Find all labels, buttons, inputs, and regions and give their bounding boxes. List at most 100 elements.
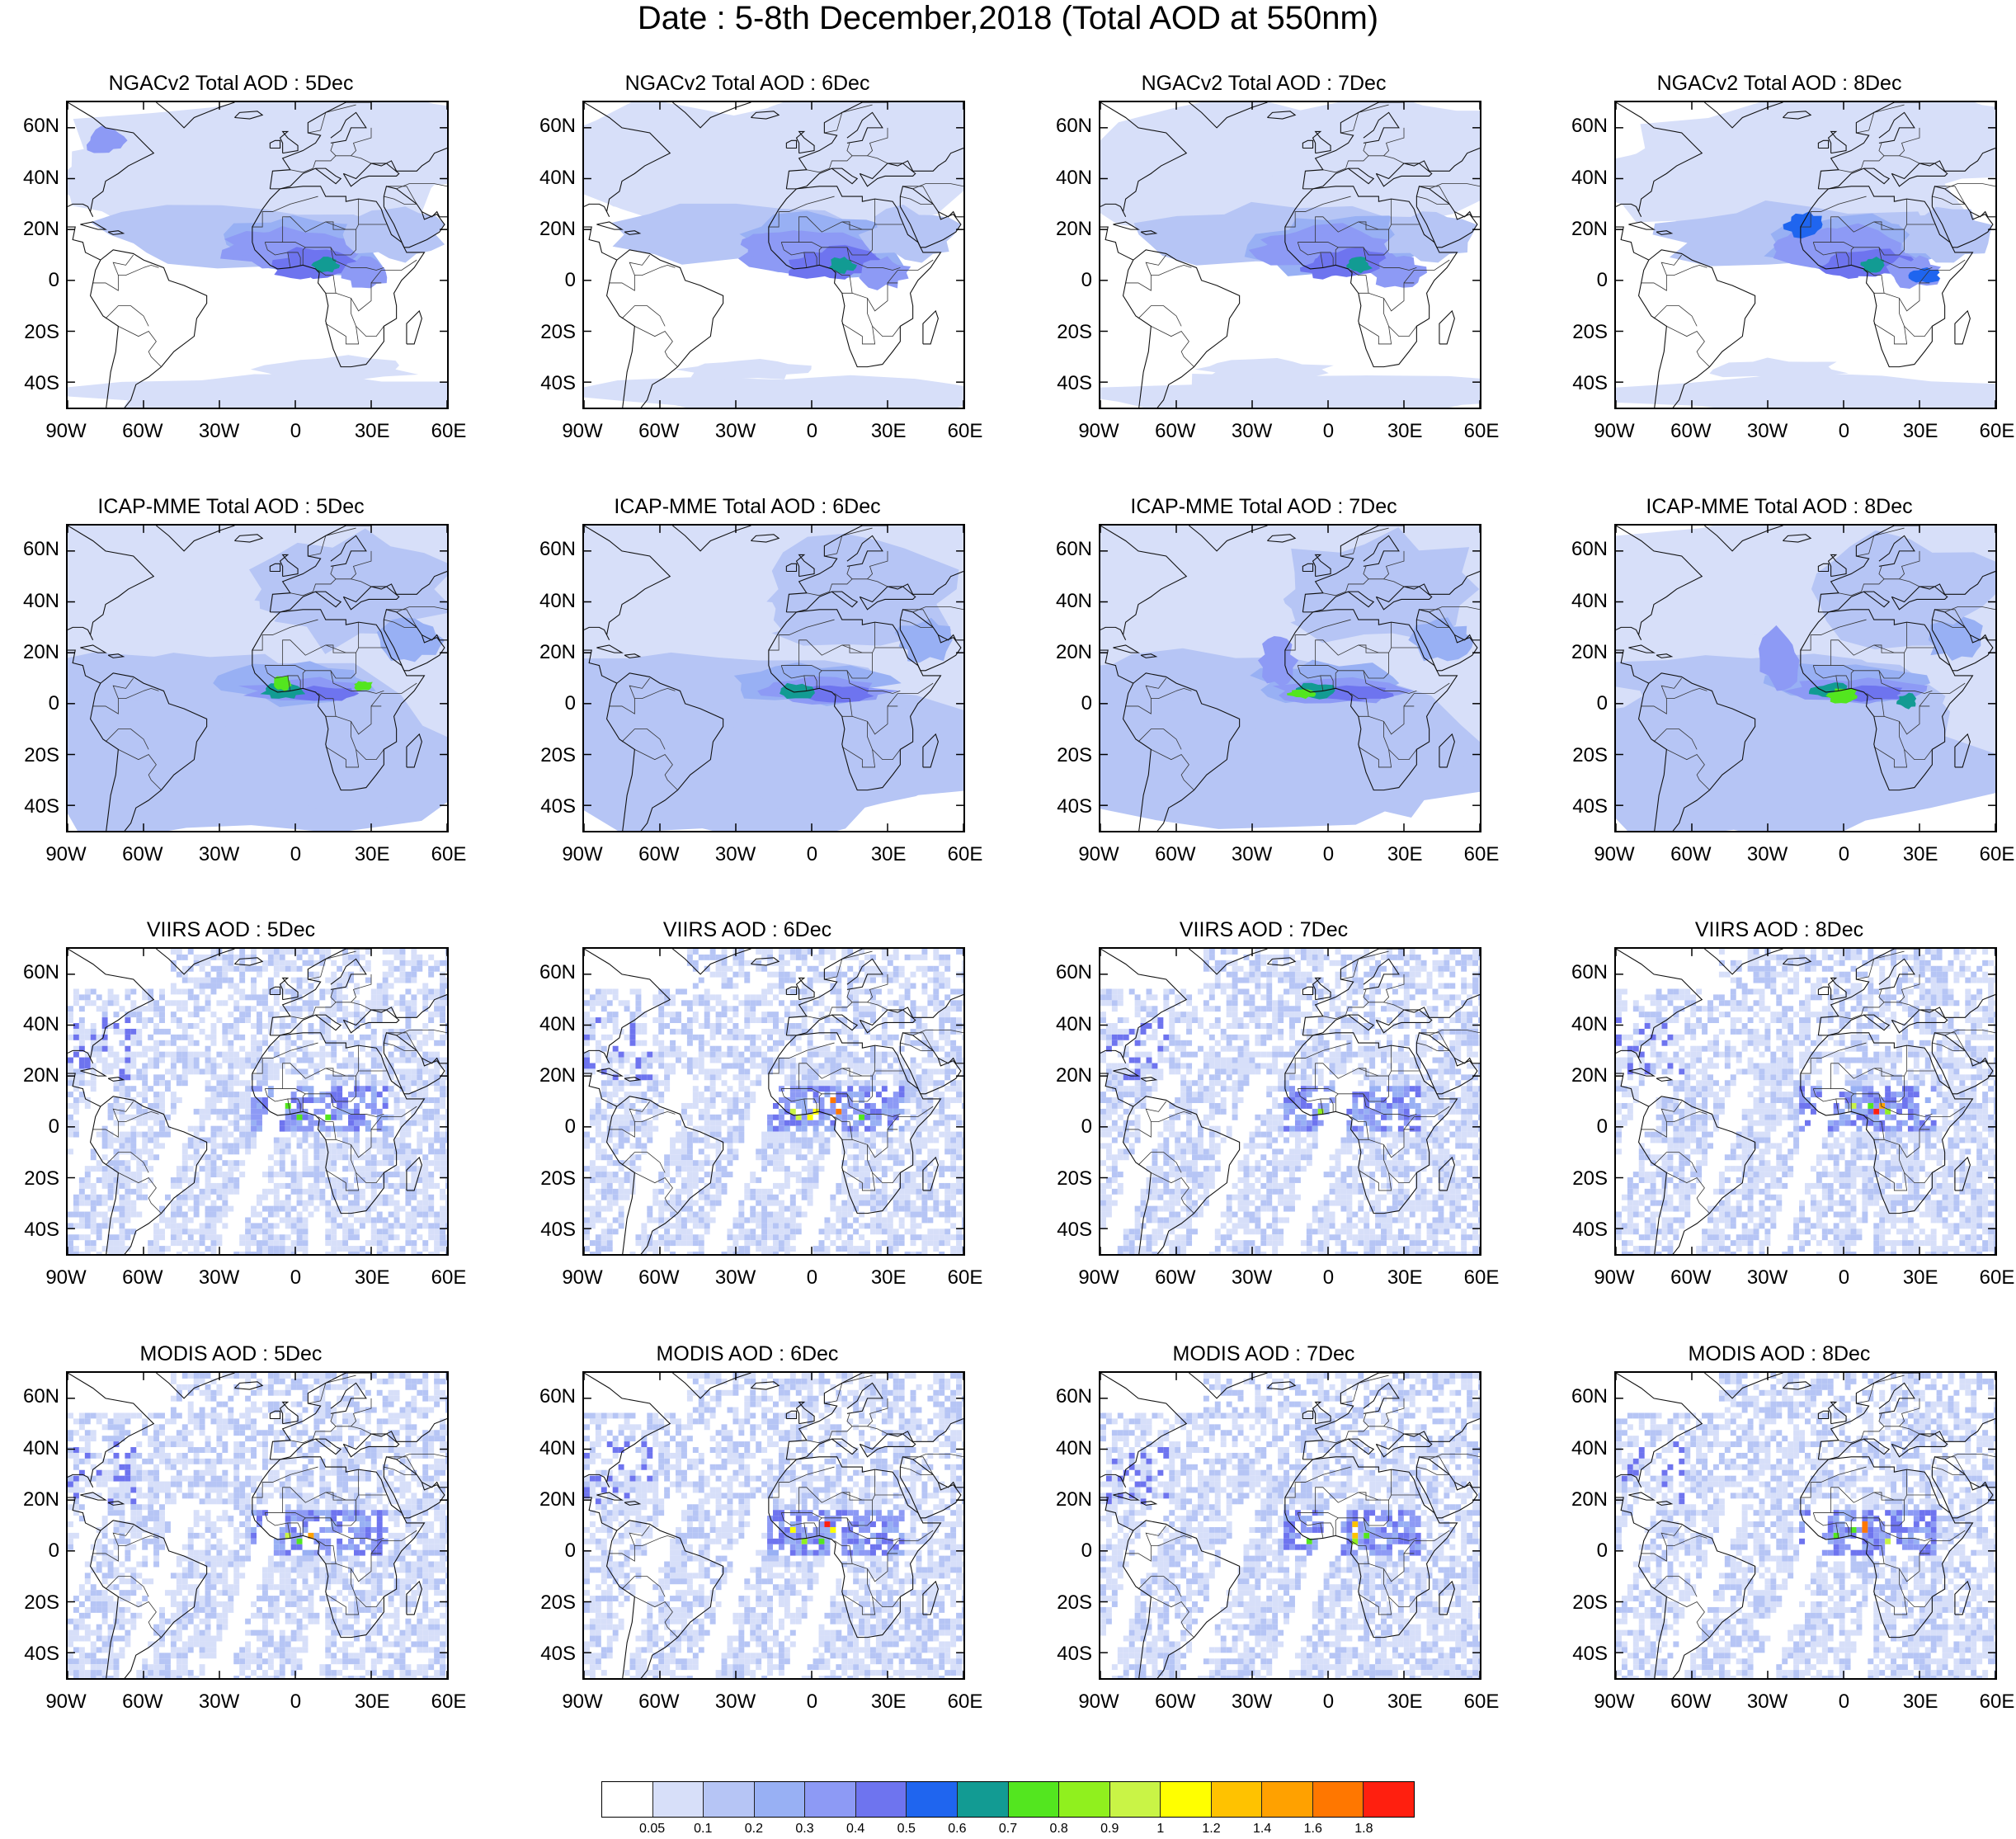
map-panel: MODIS AOD : 7Dec 60N 40N 20N 0 20S 40S 90W 60W 30… — [1033, 1342, 1499, 1754]
lat-tick-label: 20S — [1572, 743, 1608, 766]
lon-tick-label: 30E — [1902, 420, 1938, 442]
colorbar-swatch — [1312, 1782, 1364, 1817]
lat-tick-label: 20N — [22, 217, 59, 240]
lat-tick-label: 0 — [1081, 1115, 1092, 1139]
lon-tick-label: 60E — [1463, 843, 1500, 865]
lon-tick-label: 90W — [1078, 1266, 1119, 1289]
lon-tick-label: 0 — [806, 1266, 818, 1289]
lat-tick-label: 20N — [1571, 1063, 1608, 1087]
lat-tick-label: 20S — [1057, 1167, 1092, 1190]
lat-tick-label: 40N — [539, 166, 576, 189]
aod-field — [1100, 949, 1480, 1254]
lon-tick-label: 30W — [1231, 1266, 1273, 1289]
lon-tick-label: 30W — [714, 843, 756, 865]
colorbar-label: 1.8 — [1354, 1822, 1373, 1836]
lon-tick-label: 30E — [870, 1266, 907, 1289]
colorbar — [601, 1781, 1415, 1818]
lon-tick-label: 90W — [1078, 420, 1119, 442]
lon-axis: 90W 60W 30W 0 30E 60E — [1078, 1690, 1499, 1716]
lat-tick-label: 20S — [540, 1167, 576, 1190]
colorbar-swatch — [1262, 1782, 1313, 1817]
colorbar-label: 0.2 — [744, 1822, 763, 1836]
country-borders — [1641, 527, 1995, 790]
map-panel: MODIS AOD : 5Dec 60N 40N 20N 0 20S 40S 90W 60W 30… — [0, 1342, 466, 1754]
lat-tick-label: 40N — [1055, 1436, 1092, 1459]
colorbar-swatch — [1059, 1782, 1110, 1817]
colorbar-label: 0.1 — [694, 1822, 713, 1836]
map-area — [66, 1371, 449, 1680]
lat-axis: 60N 40N 20N 0 20S 40S — [1548, 947, 1608, 1256]
coastlines — [1100, 526, 1480, 831]
lon-tick-label: 30W — [198, 420, 240, 442]
lat-tick-label: 20S — [1572, 1167, 1608, 1190]
lon-axis: 90W 60W 30W 0 30E 60E — [45, 1266, 466, 1292]
aod-map — [1100, 949, 1480, 1254]
lat-axis: 60N 40N 20N 0 20S 40S — [516, 524, 576, 832]
lon-tick-label: 30E — [1387, 843, 1423, 865]
lat-tick-label: 0 — [1081, 269, 1092, 292]
lon-tick-label: 60W — [1155, 420, 1196, 442]
axis-ticks — [584, 526, 963, 831]
lon-tick-label: 60E — [431, 1266, 467, 1289]
colorbar-swatch — [907, 1782, 958, 1817]
lat-tick-label: 40S — [1057, 795, 1092, 818]
country-borders — [1125, 1375, 1480, 1638]
lon-tick-label: 0 — [290, 420, 302, 442]
lon-axis: 90W 60W 30W 0 30E 60E — [1078, 420, 1499, 446]
lon-tick-label: 60E — [1979, 843, 2015, 865]
map-area — [582, 1371, 965, 1680]
lat-axis: 60N 40N 20N 0 20S 40S — [1033, 524, 1092, 832]
lon-tick-label: 0 — [290, 1266, 302, 1289]
map-area — [66, 101, 449, 409]
colorbar-labels: 0.05 0.1 0.2 0.3 0.4 0.5 0.6 0.7 0.8 0.9 1 1.2 1.4 1.… — [601, 1822, 1415, 1838]
country-borders — [92, 950, 447, 1214]
colorbar-label: 0.7 — [998, 1822, 1018, 1836]
colorbar-label: 1.2 — [1202, 1822, 1221, 1836]
aod-field — [1616, 102, 1995, 408]
lat-tick-label: 40S — [1572, 795, 1608, 818]
lat-tick-label: 0 — [1596, 269, 1608, 292]
lon-tick-label: 90W — [45, 420, 87, 442]
lat-axis: 60N 40N 20N 0 20S 40S — [1033, 101, 1092, 409]
lat-tick-label: 40S — [24, 795, 59, 818]
map-panel: ICAP-MME Total AOD : 6Dec 60N 40N 20N 0 20S 40… — [516, 494, 982, 907]
lon-tick-label: 30E — [1387, 1690, 1423, 1713]
lon-axis: 90W 60W 30W 0 30E 60E — [562, 421, 982, 446]
lat-tick-label: 20N — [22, 640, 59, 663]
lon-tick-label: 60W — [1670, 1266, 1712, 1289]
map-panel: NGACv2 Total AOD : 8Dec 60N 40N 20N 0 20S 40S 9… — [1548, 71, 2014, 483]
map-panel: MODIS AOD : 6Dec 60N 40N 20N 0 20S 40S 90W 60W 30… — [516, 1342, 982, 1754]
colorbar-swatch — [1211, 1782, 1263, 1817]
lat-tick-label: 40S — [24, 1218, 59, 1241]
axis-ticks — [68, 949, 447, 1254]
lat-tick-label: 60N — [22, 115, 59, 138]
map-area — [66, 947, 449, 1256]
map-area — [582, 101, 965, 409]
panel-title: NGACv2 Total AOD : 7Dec — [1141, 72, 1387, 95]
map-area — [582, 947, 965, 1256]
country-borders — [609, 104, 963, 367]
lat-tick-label: 0 — [48, 692, 59, 715]
lat-tick-label: 0 — [564, 269, 576, 292]
country-borders — [1125, 527, 1480, 790]
country-borders — [1641, 950, 1995, 1214]
colorbar-swatch — [805, 1782, 856, 1817]
lat-tick-label: 20N — [1571, 640, 1608, 663]
panel-title: VIIRS AOD : 6Dec — [662, 918, 832, 941]
coastlines — [1616, 1373, 1995, 1678]
lat-tick-label: 0 — [48, 269, 59, 292]
lat-axis: 60N 40N 20N 0 20S 40S — [0, 947, 59, 1256]
lon-tick-label: 60E — [431, 843, 467, 865]
lat-tick-label: 20N — [1055, 640, 1092, 663]
lon-tick-label: 30E — [1387, 1266, 1423, 1289]
lat-tick-label: 40N — [1571, 1436, 1608, 1459]
lon-tick-label: 60E — [1463, 1690, 1500, 1713]
map-area — [1614, 1371, 1997, 1680]
aod-map — [68, 526, 447, 831]
aod-field — [68, 102, 447, 408]
panel-title: VIIRS AOD : 7Dec — [1179, 918, 1349, 941]
panel-title: ICAP-MME Total AOD : 5Dec — [97, 495, 365, 518]
colorbar-label: 1 — [1156, 1822, 1165, 1836]
lon-tick-label: 90W — [562, 420, 603, 442]
colorbar-label: 0.05 — [639, 1822, 666, 1836]
